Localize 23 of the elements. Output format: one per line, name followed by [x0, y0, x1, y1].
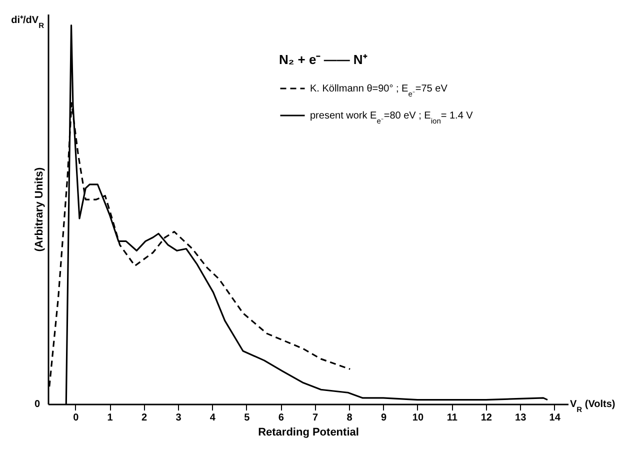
legend-title: N₂ + e⁻ —— N⁺ — [279, 52, 368, 67]
legend-label: present work E$_{e⁻}$=80 eV ; E$_{ion}$= 1.4 V — [310, 110, 474, 125]
x-tick-label: 5 — [244, 412, 250, 424]
legend-label: K. Köllmann θ=90° ; E$_{e⁻}$=75 eV — [310, 84, 448, 98]
x-tick-label: 3 — [176, 412, 182, 424]
x-tick-label: 11 — [446, 412, 458, 424]
x-tick-label: 13 — [515, 412, 527, 424]
x-tick-label: 12 — [480, 412, 492, 424]
x-tick-label: 6 — [278, 412, 284, 424]
x-tick-label: 7 — [312, 412, 319, 424]
x-tick-label: 0 — [73, 412, 80, 424]
x-tick-label: 8 — [346, 412, 353, 424]
x-tick-label: 9 — [380, 412, 387, 424]
x-tick-label: 1 — [107, 412, 114, 424]
text: V$_{R}$ (Volts) — [570, 399, 616, 414]
x-tick-label: 10 — [412, 412, 424, 424]
text: 0 — [34, 399, 40, 410]
x-axis-title: Retarding Potential — [258, 426, 359, 438]
text: di⁺/dV$_{R}$ — [11, 15, 45, 30]
y-axis-title: (Arbitrary Units) — [34, 166, 46, 252]
x-tick-label: 14 — [549, 412, 561, 424]
x-tick-label: 4 — [210, 412, 216, 424]
x-tick-label: 2 — [142, 412, 148, 424]
